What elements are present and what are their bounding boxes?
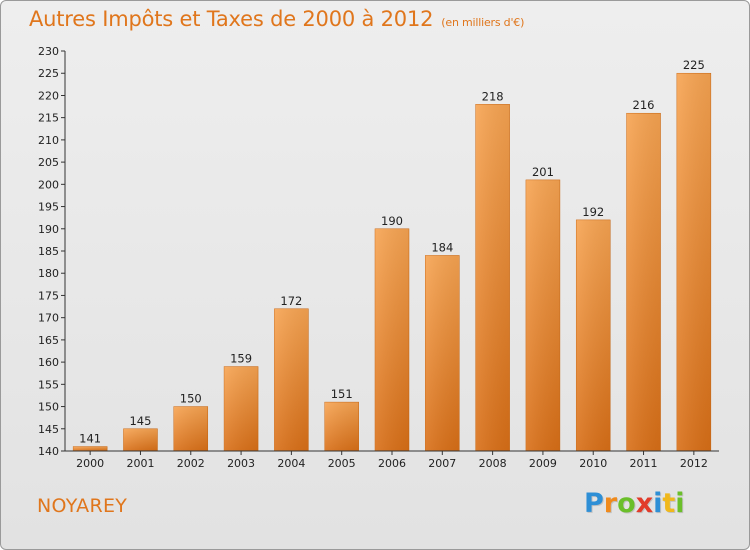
y-tick-label: 200 [38, 178, 59, 191]
y-tick-label: 160 [38, 356, 59, 369]
data-label-2000: 141 [79, 432, 101, 446]
y-tick-label: 225 [38, 67, 59, 80]
bar-shade-2003 [224, 366, 259, 451]
data-label-2010: 192 [582, 205, 604, 219]
bar-shade-2001 [123, 428, 158, 451]
x-tick-label-2001: 2001 [126, 457, 154, 470]
data-label-2005: 151 [331, 387, 353, 401]
y-tick-label: 210 [38, 134, 59, 147]
data-label-2007: 184 [431, 240, 453, 254]
y-tick-label: 220 [38, 89, 59, 102]
x-tick-label-2011: 2011 [630, 457, 658, 470]
x-tick-label-2008: 2008 [479, 457, 507, 470]
data-label-2003: 159 [230, 352, 252, 366]
logo-letter: i [653, 488, 663, 519]
data-label-2006: 190 [381, 214, 403, 228]
logo-letter: o [617, 488, 636, 519]
y-tick-label: 155 [38, 378, 59, 391]
data-label-2009: 201 [532, 165, 554, 179]
bar-shade-2002 [173, 406, 208, 451]
y-axis: 140 145 150 155 160 165 170 175 180 185 190 195 200 2… [38, 45, 66, 458]
data-label-2011: 216 [633, 98, 655, 112]
bar-shade-2006 [375, 228, 409, 451]
logo-letter: P [584, 488, 604, 519]
data-label-2012: 225 [683, 58, 705, 72]
bar-shade-2011 [626, 113, 661, 451]
y-tick-label: 215 [38, 112, 59, 125]
x-tick-label-2007: 2007 [428, 457, 456, 470]
bar-shade-2010 [576, 219, 611, 451]
chart-title-text: Autres Impôts et Taxes de 2000 à 2012 [29, 7, 434, 31]
y-tick-label: 165 [38, 334, 59, 347]
x-tick-label-2009: 2009 [529, 457, 557, 470]
y-tick-label: 185 [38, 245, 59, 258]
bar-shade-2012 [676, 73, 711, 451]
x-tick-label-2012: 2012 [680, 457, 708, 470]
y-tick-label: 190 [38, 223, 59, 236]
bar-shade-2008 [475, 104, 510, 451]
x-tick-label-2000: 2000 [76, 457, 104, 470]
x-axis: 2000 2001 2002 2003 2004 2005 2006 2007 2008 2009… [65, 450, 719, 470]
commune-name: NOYAREY [37, 495, 128, 517]
chart-title: Autres Impôts et Taxes de 2000 à 2012 (en… [29, 7, 524, 31]
bar-shade-2004 [274, 308, 309, 451]
x-tick-label-2004: 2004 [277, 457, 305, 470]
data-label-2004: 172 [280, 294, 302, 308]
logo-letter: i [675, 488, 685, 519]
x-tick-label-2006: 2006 [378, 457, 406, 470]
data-label-2001: 145 [129, 414, 151, 428]
data-label-2008: 218 [482, 89, 504, 103]
chart-subtitle: (en milliers d'€) [441, 16, 525, 29]
y-tick-label: 175 [38, 289, 59, 302]
data-label-2002: 150 [180, 392, 202, 406]
x-tick-label-2010: 2010 [579, 457, 607, 470]
bar-shade-2007 [425, 255, 460, 451]
y-tick-label: 145 [38, 423, 59, 436]
bar-shade-2009 [525, 179, 560, 451]
y-tick-label: 180 [38, 267, 59, 280]
logo-letter: t [662, 488, 676, 519]
x-tick-label-2005: 2005 [328, 457, 356, 470]
y-tick-label: 230 [38, 45, 59, 58]
proxiti-logo: Proxiti [584, 488, 685, 519]
y-tick-label: 140 [38, 445, 59, 458]
bars: 141 145 150 159 172 151 190 184 218 201 192 216 225 [72, 58, 712, 452]
bar-shade-2005 [324, 402, 359, 451]
x-tick-label-2002: 2002 [177, 457, 205, 470]
logo-letter: r [603, 488, 618, 519]
y-tick-label: 205 [38, 156, 59, 169]
y-tick-label: 150 [38, 401, 59, 414]
logo-letter: x [635, 488, 654, 519]
bar-shade-2000 [73, 446, 108, 451]
y-tick-label: 170 [38, 312, 59, 325]
x-tick-label-2003: 2003 [227, 457, 255, 470]
y-tick-label: 195 [38, 201, 59, 214]
